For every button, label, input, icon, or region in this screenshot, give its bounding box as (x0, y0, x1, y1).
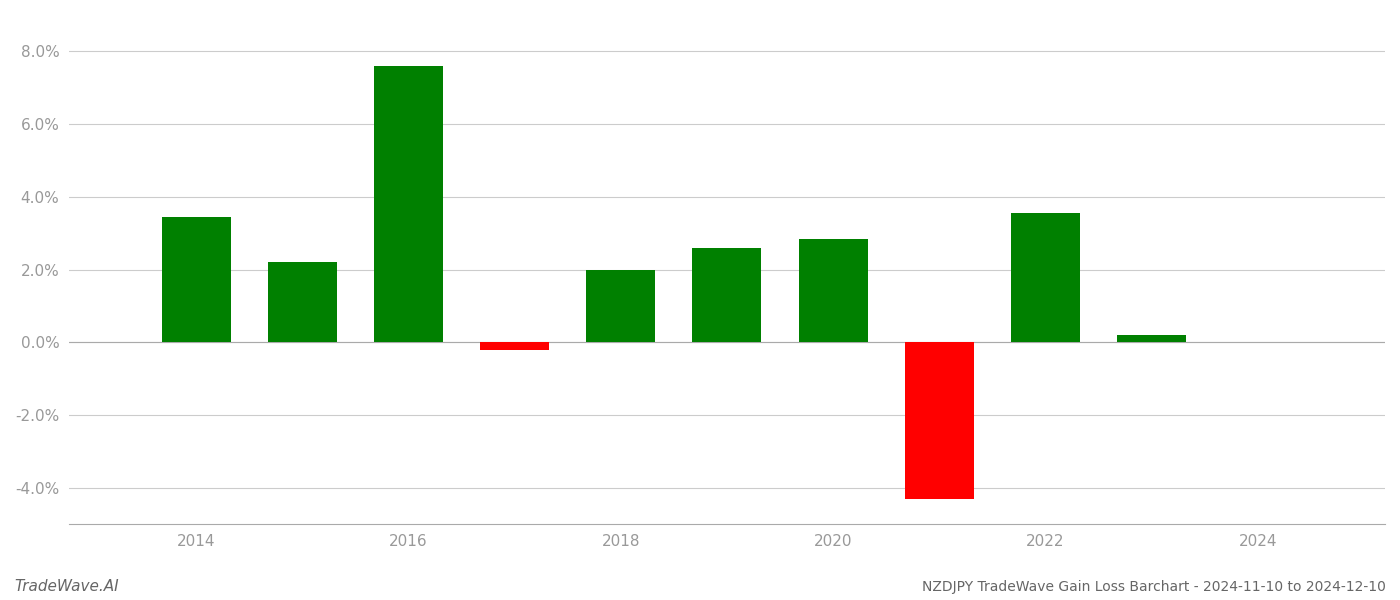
Bar (1011, 213, 1079, 343)
Bar (480, 343, 549, 350)
Text: TradeWave.AI: TradeWave.AI (14, 579, 119, 594)
Bar (1117, 335, 1186, 343)
Bar (798, 239, 868, 343)
Bar (693, 248, 762, 343)
Text: NZDJPY TradeWave Gain Loss Barchart - 2024-11-10 to 2024-12-10: NZDJPY TradeWave Gain Loss Barchart - 20… (923, 580, 1386, 594)
Bar (587, 269, 655, 343)
Bar (162, 217, 231, 343)
Bar (904, 343, 974, 499)
Bar (267, 262, 337, 343)
Bar (374, 66, 442, 343)
